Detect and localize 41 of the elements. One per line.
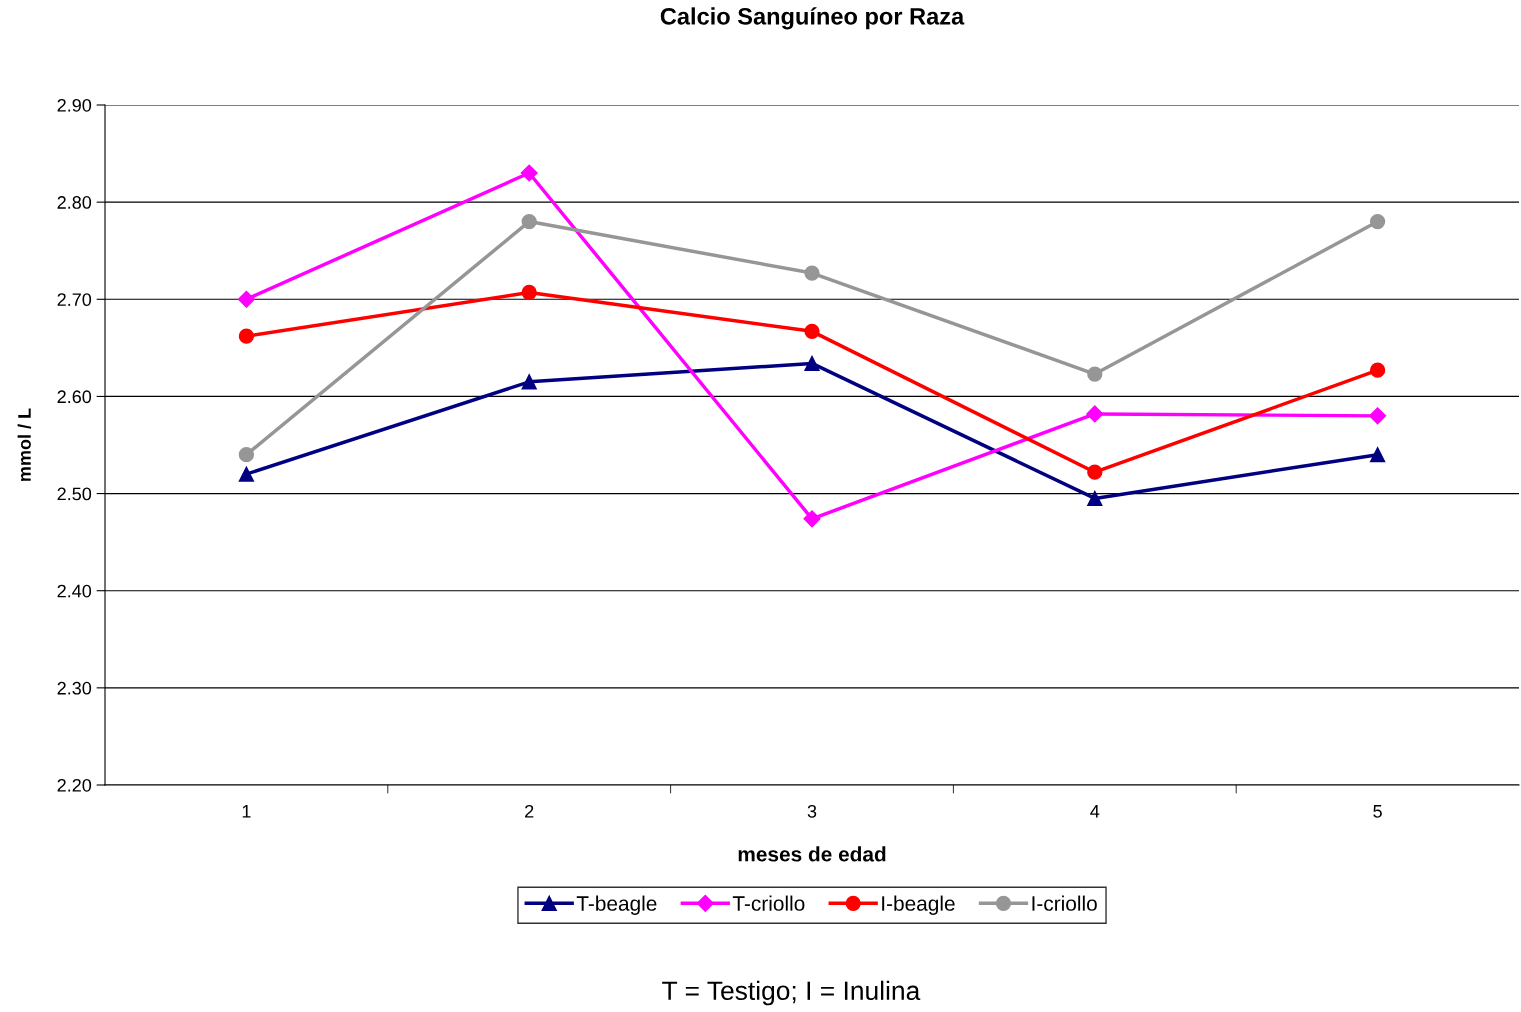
point [521,374,537,390]
x-tick-label: 2 [525,804,534,818]
legend-label: T-beagle [576,895,657,915]
point [238,447,255,463]
y-tick-label: 2.40 [57,584,92,598]
point [521,213,537,230]
x-tick-label: 1 [242,805,251,818]
legend-label: T-criollo [732,895,805,911]
x-axis-title: meses de edad [738,846,886,862]
y-tick-label: 2.50 [57,487,92,501]
point [520,164,538,182]
legend-label: I-beagle [882,895,955,915]
y-tick-label: 2.70 [57,293,92,307]
point [804,265,820,281]
point [1369,407,1387,425]
point [1087,464,1103,480]
point [521,284,537,301]
point [1369,213,1386,230]
point [237,290,255,308]
y-tick-label: 2.20 [57,778,92,792]
y-tick-label: 2.60 [57,390,92,404]
y-tick-label: 2.80 [57,196,92,209]
point [1087,490,1103,507]
point [1086,405,1104,423]
legend-label: I-criollo [1032,895,1097,911]
point [803,510,821,528]
y-tick-label: 2.30 [57,681,92,695]
x-tick-label: 3 [807,804,817,818]
point [1369,447,1386,463]
point [238,328,255,344]
point [804,323,820,339]
point [804,355,820,372]
chart-title: Calcio Sanguíneo por Raza [660,7,965,30]
point [1087,366,1103,382]
point [238,466,255,482]
x-tick-label: 5 [1373,805,1382,818]
y-axis-title: mmol / L [17,408,32,481]
text: T = Testigo; I = Inulina [662,980,921,1006]
x-tick-label: 4 [1090,805,1100,818]
y-tick-label: 2.90 [57,98,92,112]
point [1369,362,1386,378]
